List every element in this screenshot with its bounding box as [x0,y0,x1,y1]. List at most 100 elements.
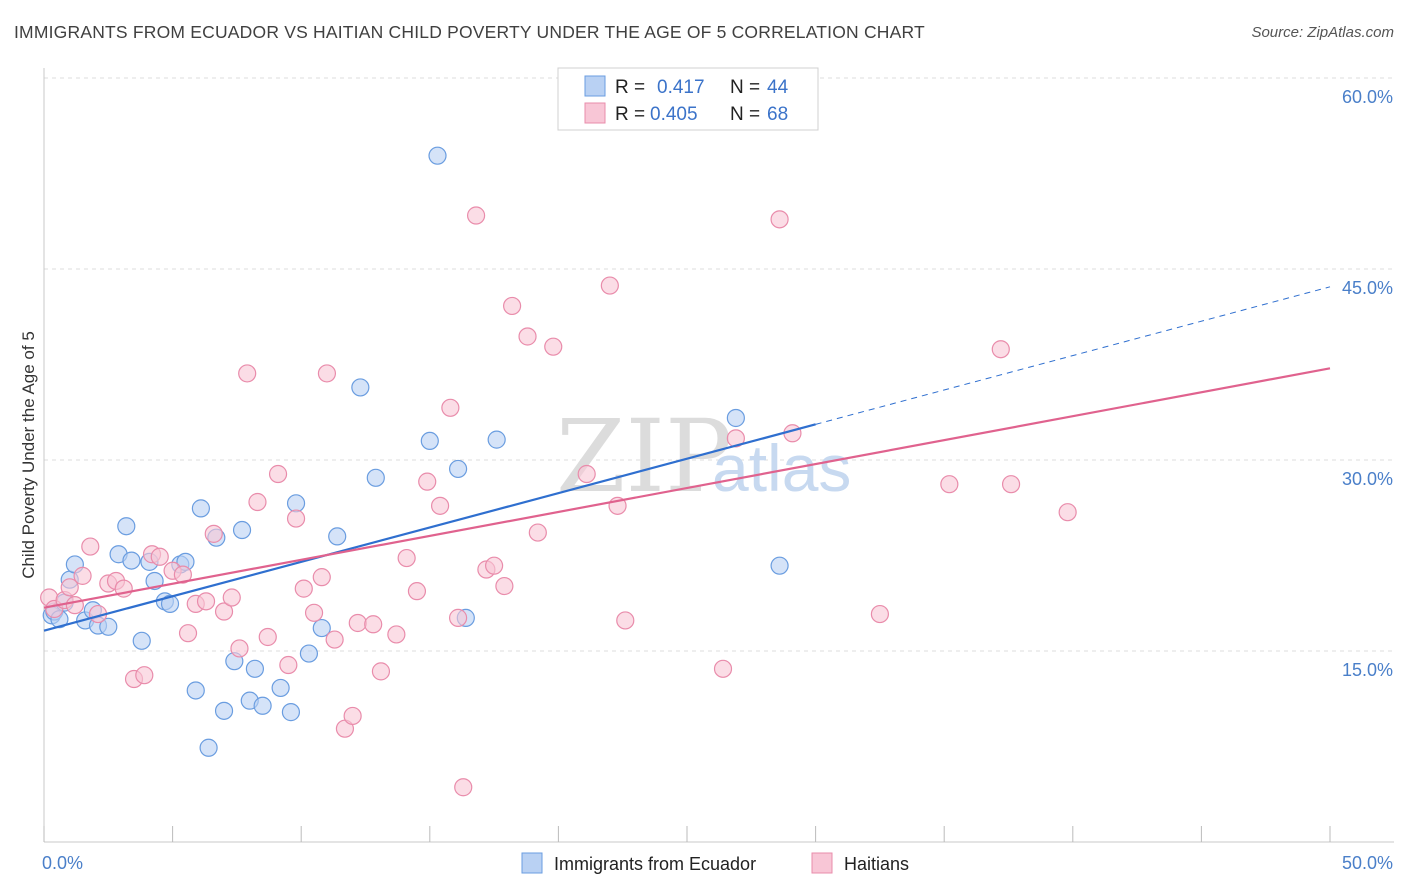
point-haitians [544,337,563,356]
point-haitians [238,364,257,383]
point-haitians [73,566,92,585]
point-haitians [325,630,344,649]
chart-title: IMMIGRANTS FROM ECUADOR VS HAITIAN CHILD… [14,22,925,42]
legend-swatch-haitians [584,102,606,124]
point-ecuador [245,659,265,678]
y-tick-label: 15.0% [1342,660,1393,680]
point-ecuador [122,551,141,570]
point-haitians [1058,503,1077,522]
point-ecuador [448,459,468,479]
point-haitians [196,592,216,611]
point-haitians [397,548,416,568]
point-ecuador [428,146,447,165]
point-haitians [991,340,1010,359]
point-haitians [150,547,169,566]
bottom-legend-label-ecuador: Immigrants from Ecuador [554,854,756,874]
legend-r-value-ecuador: 0.417 [657,77,705,98]
point-ecuador [726,408,745,428]
point-haitians [726,429,745,448]
watermark: ZIP atlas [556,398,851,515]
point-ecuador [286,494,306,513]
point-haitians [485,556,504,575]
point-haitians [441,398,460,417]
point-ecuador [232,520,252,540]
legend-r-label-ecuador: R = [615,77,645,98]
point-haitians [214,602,234,621]
bottom-legend-swatch-haitians [811,852,833,874]
point-ecuador [366,468,385,487]
bottom-legend-swatch-ecuador [521,852,543,874]
points-layer [40,146,1077,797]
legend-swatch-ecuador [584,75,606,97]
point-haitians [268,464,288,484]
point-haitians [304,603,324,622]
bottom-legend-label-haitians: Haitians [844,854,909,874]
point-haitians [348,613,367,633]
point-haitians [1001,475,1021,494]
point-haitians [577,464,596,484]
point-ecuador [160,594,180,613]
point-haitians [178,624,198,643]
point-haitians [448,608,468,627]
point-haitians [258,627,277,647]
point-haitians [600,276,619,295]
point-haitians [503,296,522,316]
point-haitians [407,582,427,601]
legend-r-value-haitians: 0.405 [650,104,698,125]
trend-layer [43,286,1331,632]
point-ecuador [351,378,370,397]
trend-line-ecuador-extension [815,286,1331,425]
point-haitians [204,524,223,543]
point-ecuador [487,430,506,449]
point-haitians [770,210,789,229]
point-ecuador [253,696,272,715]
point-ecuador [271,678,290,698]
point-haitians [528,523,547,542]
point-ecuador [191,499,210,518]
trend-line-haitians [43,367,1331,609]
legend: R = 0.417 N = 44 R = 0.405 N = 68 [557,67,819,131]
y-axis-label: Child Poverty Under the Age of 5 [19,331,38,579]
point-haitians [430,496,450,515]
point-ecuador [132,631,151,650]
point-haitians [518,327,537,346]
point-haitians [495,576,514,596]
point-ecuador [117,517,136,536]
point-haitians [870,604,890,624]
point-haitians [317,364,337,383]
point-haitians [387,625,406,644]
chart-source: Source: ZipAtlas.com [1251,24,1394,41]
point-haitians [364,615,383,634]
point-haitians [940,475,959,494]
y-tick-label: 30.0% [1342,469,1393,489]
point-haitians [286,509,306,528]
point-haitians [279,655,298,675]
point-ecuador [299,644,319,663]
point-ecuador [99,617,118,636]
bottom-legend: Immigrants from Ecuador Haitians [521,852,909,874]
point-ecuador [281,703,301,722]
watermark-zip: ZIP [556,398,732,515]
x-tick-label-min: 0.0% [42,853,83,873]
point-haitians [230,639,249,658]
point-haitians [294,579,313,598]
point-ecuador [186,681,205,700]
point-ecuador [770,556,789,575]
point-ecuador [199,738,218,757]
trend-line-ecuador [43,423,816,632]
point-haitians [454,778,473,797]
point-haitians [371,662,391,681]
point-haitians [713,659,733,678]
point-haitians [418,472,437,491]
point-haitians [173,565,192,584]
legend-n-value-ecuador: 44 [767,77,789,98]
legend-n-label-ecuador: N = [730,77,760,98]
point-haitians [312,568,331,587]
point-ecuador [312,618,331,638]
y-tick-label: 45.0% [1342,278,1393,298]
point-haitians [60,578,79,597]
point-haitians [222,588,241,607]
point-haitians [616,611,635,630]
x-tick-label-max: 50.0% [1342,853,1393,873]
